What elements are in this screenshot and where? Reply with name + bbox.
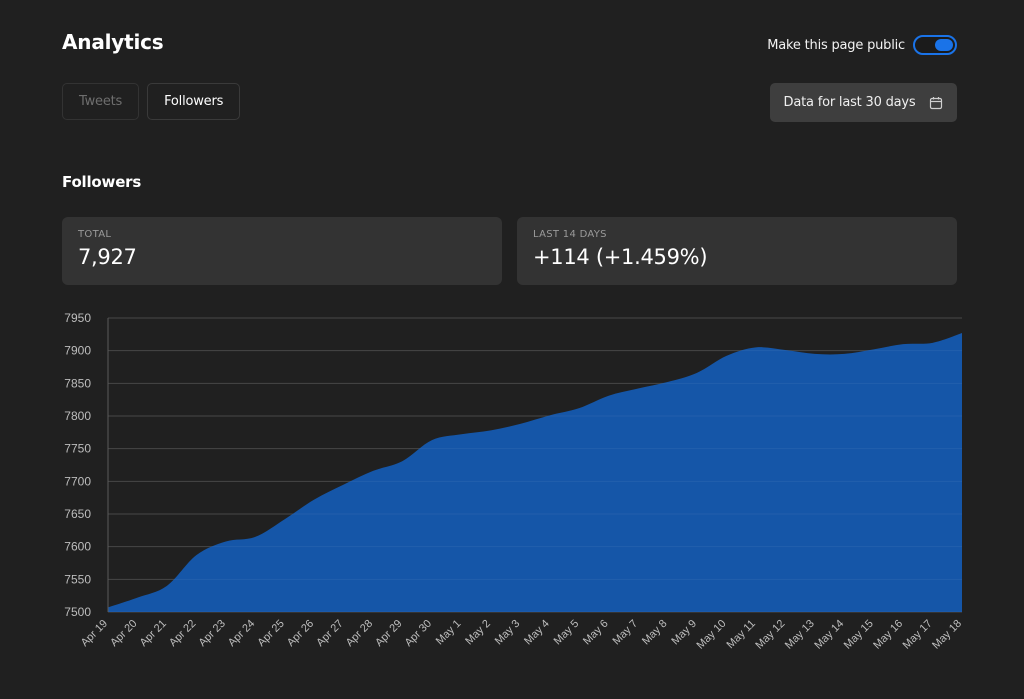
x-tick-label: Apr 19 <box>79 618 110 649</box>
y-tick-label: 7600 <box>64 540 91 554</box>
x-tick-label: May 7 <box>611 618 641 648</box>
stat-label: TOTAL <box>78 229 112 240</box>
stat-value: +114 (+1.459%) <box>533 245 708 269</box>
x-tick-label: May 13 <box>783 618 817 652</box>
x-tick-label: May 12 <box>753 618 787 652</box>
x-tick-label: Apr 22 <box>167 618 198 649</box>
x-tick-label: Apr 25 <box>255 618 286 649</box>
x-tick-label: May 4 <box>522 618 552 648</box>
public-toggle-group: Make this page public <box>767 35 957 55</box>
x-tick-label: May 18 <box>930 618 964 652</box>
page-title: Analytics <box>62 30 164 54</box>
x-tick-label: Apr 30 <box>403 618 434 649</box>
x-tick-label: May 1 <box>434 618 464 648</box>
y-tick-label: 7550 <box>64 572 91 586</box>
y-tick-label: 7950 <box>64 311 91 325</box>
date-range-button[interactable]: Data for last 30 days <box>770 83 957 122</box>
tab-bar: Tweets Followers <box>62 83 241 120</box>
public-toggle-label: Make this page public <box>767 37 905 53</box>
x-tick-label: May 6 <box>581 618 611 648</box>
x-tick-label: Apr 21 <box>138 618 169 649</box>
x-tick-label: May 10 <box>695 618 729 652</box>
y-tick-label: 7750 <box>64 442 91 456</box>
y-tick-label: 7850 <box>64 376 91 390</box>
x-tick-label: May 17 <box>901 618 935 652</box>
y-tick-label: 7900 <box>64 344 91 358</box>
x-tick-label: May 11 <box>725 618 758 651</box>
tab-followers[interactable]: Followers <box>147 83 241 120</box>
x-tick-label: May 8 <box>640 618 670 648</box>
x-tick-label: May 15 <box>842 618 876 652</box>
x-tick-label: Apr 29 <box>373 618 404 649</box>
x-tick-label: May 5 <box>552 618 582 648</box>
x-tick-label: Apr 26 <box>285 618 316 649</box>
stat-card-total: TOTAL 7,927 <box>62 217 502 285</box>
x-tick-label: May 3 <box>493 618 523 648</box>
followers-area <box>108 333 962 612</box>
y-tick-label: 7500 <box>64 605 91 619</box>
tab-tweets[interactable]: Tweets <box>62 83 140 120</box>
x-tick-label: Apr 23 <box>197 618 228 649</box>
calendar-icon <box>929 96 943 110</box>
stat-value: 7,927 <box>78 245 137 269</box>
x-tick-label: Apr 27 <box>314 618 345 649</box>
section-title: Followers <box>62 173 142 191</box>
x-tick-label: May 14 <box>812 618 846 652</box>
x-tick-label: Apr 20 <box>108 618 139 649</box>
date-range-label: Data for last 30 days <box>783 95 916 110</box>
x-tick-label: Apr 28 <box>344 618 375 649</box>
x-tick-label: Apr 24 <box>226 618 257 649</box>
stat-card-last14: LAST 14 DAYS +114 (+1.459%) <box>517 217 957 285</box>
x-tick-label: May 16 <box>871 618 905 652</box>
public-toggle[interactable] <box>913 35 957 55</box>
toggle-knob <box>935 39 953 51</box>
x-tick-label: May 2 <box>463 618 493 648</box>
y-tick-label: 7800 <box>64 409 91 423</box>
y-tick-label: 7700 <box>64 474 91 488</box>
followers-area-chart: 7950 7900 7850 7800 7750 7700 7650 7600 7550 7500… <box>64 311 964 652</box>
y-tick-label: 7650 <box>64 507 91 521</box>
stat-label: LAST 14 DAYS <box>533 229 607 240</box>
